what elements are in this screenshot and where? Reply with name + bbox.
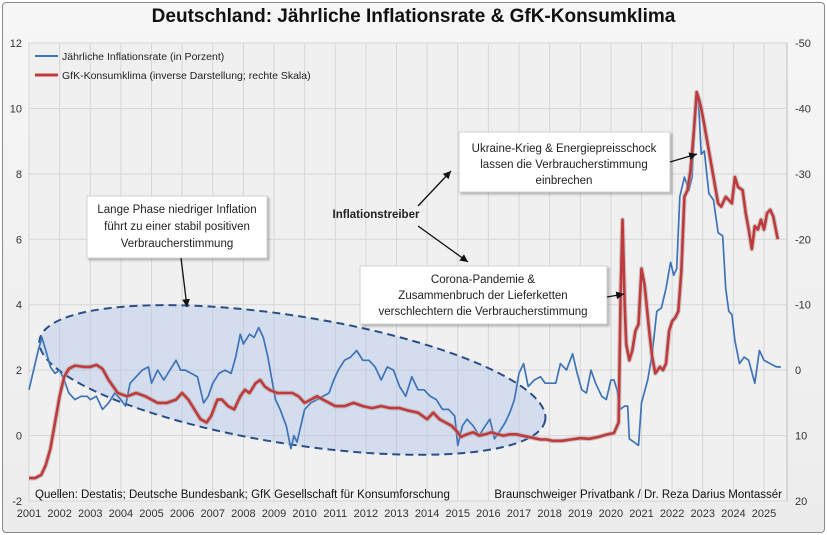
x-tick-label: 2012 xyxy=(354,508,378,520)
x-tick-label: 2017 xyxy=(507,508,531,520)
x-tick-label: 2018 xyxy=(537,508,561,520)
x-tick-label: 2003 xyxy=(78,508,102,520)
ukraine-text-line: lassen die Verbraucherstimmung xyxy=(480,159,647,171)
chart-title: Deutschland: Jährliche Inflationsrate & … xyxy=(151,6,676,27)
x-tick-label: 2008 xyxy=(231,508,255,520)
corona-text-line: verschlechtern die Verbraucherstimmung xyxy=(378,306,587,318)
y-right-tick-label: 20 xyxy=(795,496,807,508)
y-left-tick-label: 12 xyxy=(10,38,22,50)
x-tick-label: 2015 xyxy=(446,508,470,520)
x-tick-label: 2005 xyxy=(139,508,163,520)
legend-label-gfk: GfK-Konsumklima (inverse Darstellung; re… xyxy=(62,70,311,82)
series-line-0 xyxy=(28,94,781,450)
y-right-tick-label: -50 xyxy=(795,38,811,50)
x-tick-label: 2021 xyxy=(629,508,653,520)
x-tick-label: 2024 xyxy=(721,508,745,520)
x-tick-label: 2007 xyxy=(201,508,225,520)
x-tick-label: 2010 xyxy=(292,508,316,520)
source-left: Quellen: Destatis; Deutsche Bundesbank; … xyxy=(35,489,450,501)
x-tick-label: 2006 xyxy=(170,508,194,520)
y-right-tick-label: -20 xyxy=(795,234,811,246)
y-right-tick-label: 0 xyxy=(795,365,801,377)
ukraine-arrow xyxy=(669,152,698,163)
ellipse-text-line: Verbraucherstimmung xyxy=(121,238,234,250)
driver-arrow-up xyxy=(417,170,452,207)
x-tick-label: 2019 xyxy=(568,508,592,520)
series-line-1 xyxy=(29,90,780,480)
x-tick-label: 2016 xyxy=(476,508,500,520)
y-left-tick-label: 0 xyxy=(16,431,22,443)
y-right-tick-label: -10 xyxy=(795,300,811,312)
legend-label-inflation: Jährliche Inflationsrate (in Porzent) xyxy=(62,51,224,63)
y-left-tick-label: 6 xyxy=(16,234,22,246)
corona-textbox xyxy=(359,265,608,325)
x-tick-label: 2014 xyxy=(415,508,439,520)
ukraine-text-line: Ukraine-Krieg & Energiepreisschock xyxy=(472,143,657,155)
y-left-tick-label: 4 xyxy=(16,300,22,312)
corona-text-line: Corona-Pandemie & xyxy=(431,274,536,286)
ellipse-text-line: Lange Phase niedriger Inflation xyxy=(97,204,256,216)
x-tick-label: 2013 xyxy=(384,508,408,520)
y-right-tick-label: -40 xyxy=(795,103,811,115)
y-left-tick-label: 10 xyxy=(10,103,22,115)
x-tick-label: 2025 xyxy=(752,508,776,520)
ellipse-arrow xyxy=(180,257,190,308)
x-tick-label: 2009 xyxy=(262,508,286,520)
corona-arrow xyxy=(606,291,625,300)
ellipse-textbox xyxy=(86,195,268,259)
corona-text-line: Zusammenbruch der Lieferketten xyxy=(398,290,567,302)
ellipse-text-line: führt zu einer stabil positiven xyxy=(104,221,250,233)
y-right-tick-label: 10 xyxy=(795,431,807,443)
x-tick-label: 2004 xyxy=(109,508,133,520)
y-left-tick-label: 8 xyxy=(16,169,22,181)
x-tick-label: 2011 xyxy=(323,508,347,520)
source-right: Braunschweiger Privatbank / Dr. Reza Dar… xyxy=(494,489,782,501)
ukraine-textbox xyxy=(458,131,671,193)
x-tick-label: 2001 xyxy=(17,508,41,520)
x-tick-label: 2002 xyxy=(47,508,71,520)
y-right-tick-label: -30 xyxy=(795,169,811,181)
driver-arrow-down xyxy=(417,225,469,263)
low-inflation-ellipse xyxy=(38,304,547,456)
ukraine-text-line: einbrechen xyxy=(536,175,593,187)
x-tick-label: 2020 xyxy=(599,508,623,520)
inflation-driver-label: Inflationstreiber xyxy=(333,209,420,221)
x-tick-label: 2023 xyxy=(691,508,715,520)
x-tick-label: 2022 xyxy=(660,508,684,520)
y-left-tick-label: -2 xyxy=(12,496,22,508)
y-left-tick-label: 2 xyxy=(16,365,22,377)
